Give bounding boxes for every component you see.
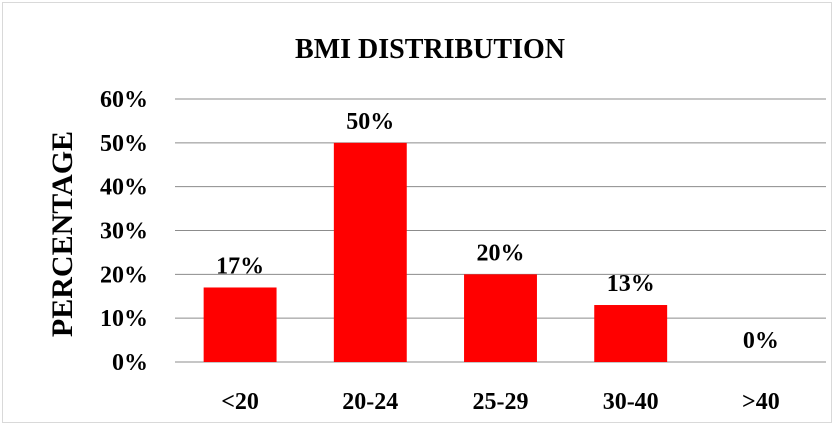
data-labels: 17% 50% 20% 13% 0%	[216, 109, 779, 354]
y-axis-label: PERCENTAGE	[46, 131, 79, 337]
x-tick-label: 30-40	[603, 389, 659, 415]
y-tick-label: 20%	[100, 262, 148, 288]
y-tick-label: 0%	[112, 350, 148, 376]
data-label: 0%	[743, 328, 779, 354]
x-tick-label: 25-29	[473, 389, 529, 415]
bar	[203, 287, 277, 362]
chart-frame	[2, 2, 832, 423]
x-tick-label: <20	[221, 389, 259, 415]
y-tick-labels: 0% 10% 20% 30% 40% 50% 60%	[100, 87, 148, 376]
data-label: 13%	[607, 271, 655, 297]
y-tick-label: 40%	[100, 175, 148, 201]
bar	[333, 142, 407, 362]
x-tick-labels: <20 20-24 25-29 30-40 >40	[221, 389, 779, 415]
bar	[594, 305, 668, 362]
bars	[203, 142, 668, 362]
gridlines	[175, 98, 826, 363]
chart-title: BMI DISTRIBUTION	[295, 34, 565, 65]
x-tick-label: >40	[742, 389, 780, 415]
data-label: 50%	[346, 109, 394, 135]
y-tick-label: 30%	[100, 219, 148, 245]
y-tick-label: 50%	[100, 131, 148, 157]
y-tick-label: 60%	[100, 87, 148, 113]
y-tick-label: 10%	[100, 306, 148, 332]
bar	[464, 274, 537, 362]
data-label: 17%	[216, 253, 264, 279]
data-label: 20%	[477, 240, 525, 266]
x-tick-label: 20-24	[342, 389, 398, 415]
